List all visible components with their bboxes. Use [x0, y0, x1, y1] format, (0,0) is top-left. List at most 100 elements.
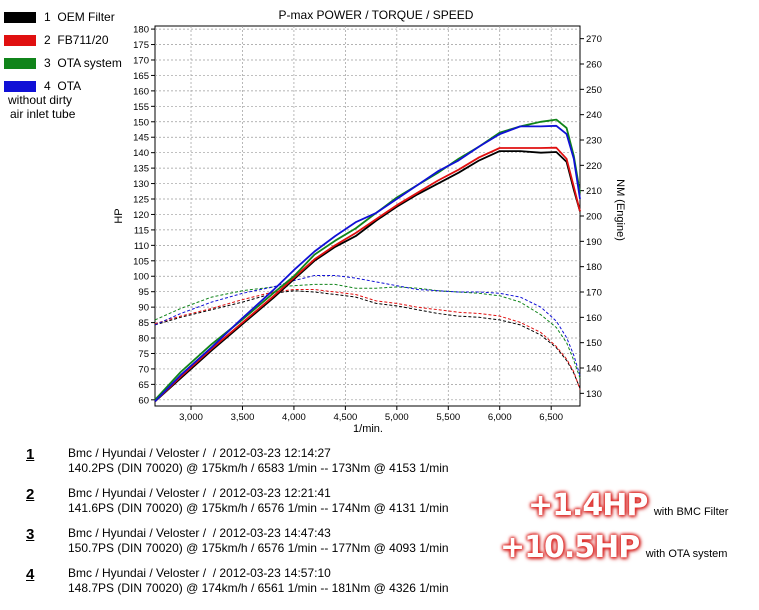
run-info-1: Bmc / Hyundai / Veloster / / 2012-03-23 … — [68, 446, 331, 460]
run-entry-3: 3 Bmc / Hyundai / Veloster / / 2012-03-2… — [26, 526, 546, 566]
y2-tick-label: 250 — [586, 85, 602, 96]
y-tick-label: 135 — [133, 164, 149, 175]
legend-label-4-line2: without dirty — [8, 93, 73, 107]
x-axis-label: 1/min. — [353, 423, 383, 435]
y-axis-label: HP — [113, 208, 125, 223]
run-list: 1 Bmc / Hyundai / Veloster / / 2012-03-2… — [26, 446, 546, 606]
run-number-4: 4 — [26, 566, 35, 583]
torque-line-series-2 — [154, 289, 581, 390]
y2-tick-label: 150 — [586, 338, 602, 349]
y-tick-label: 60 — [138, 395, 149, 406]
y-tick-label: 120 — [133, 210, 149, 221]
y-tick-label: 155 — [133, 102, 149, 113]
y-tick-label: 150 — [133, 117, 149, 128]
y-tick-label: 80 — [138, 334, 149, 345]
run-result-3: 150.7PS (DIN 70020) @ 175km/h / 6576 1/m… — [68, 541, 449, 555]
legend-label-4: OTA — [57, 79, 82, 93]
y2-axis-label: NM (Engine) — [614, 179, 626, 241]
legend-num-3: 3 — [44, 56, 51, 70]
y-tick-label: 105 — [133, 256, 149, 267]
x-tick-label: 5,500 — [436, 412, 460, 423]
y2-tick-label: 140 — [586, 364, 602, 375]
gain-bmc: +1.4HP with BMC Filter — [528, 488, 728, 523]
run-entry-4: 4 Bmc / Hyundai / Veloster / / 2012-03-2… — [26, 566, 546, 606]
y2-tick-label: 130 — [586, 389, 602, 400]
y-tick-label: 110 — [134, 241, 149, 252]
run-info-2: Bmc / Hyundai / Veloster / / 2012-03-23 … — [68, 486, 331, 500]
run-result-2: 141.6PS (DIN 70020) @ 175km/h / 6576 1/m… — [68, 501, 449, 515]
power-line-series-4 — [154, 124, 581, 403]
y2-tick-label: 180 — [586, 262, 602, 273]
legend-item-2: 2 FB711/20 — [4, 33, 144, 47]
gain-ota-value: +10.5HP — [500, 530, 640, 565]
x-tick-label: 4,500 — [333, 412, 357, 423]
y2-tick-label: 160 — [586, 313, 602, 324]
legend-swatch-4 — [4, 81, 36, 92]
legend-swatch-1 — [4, 12, 36, 23]
run-number-1: 1 — [26, 446, 35, 463]
legend-num-4: 4 — [44, 79, 51, 93]
legend-label-4-line3: air inlet tube — [10, 107, 76, 121]
x-tick-label: 5,000 — [385, 412, 409, 423]
y-tick-label: 65 — [138, 380, 149, 391]
run-result-4: 148.7PS (DIN 70020) @ 174km/h / 6561 1/m… — [68, 581, 449, 595]
y2-tick-label: 210 — [586, 186, 602, 197]
gain-ota-label: with OTA system — [645, 548, 728, 560]
run-number-2: 2 — [26, 486, 35, 503]
y-tick-label: 180 — [133, 25, 149, 36]
legend: 1 OEM Filter 2 FB711/20 3 OTA system 4 O… — [4, 10, 144, 121]
run-info-3: Bmc / Hyundai / Veloster / / 2012-03-23 … — [68, 526, 331, 540]
legend-label-3: OTA system — [57, 56, 122, 70]
x-tick-label: 3,500 — [231, 412, 255, 423]
x-tick-label: 6,000 — [488, 412, 512, 423]
gain-ota: +10.5HP with OTA system — [500, 530, 727, 565]
y-tick-label: 140 — [133, 148, 149, 159]
x-tick-label: 4,000 — [282, 412, 306, 423]
legend-item-3: 3 OTA system — [4, 56, 144, 70]
y-tick-label: 75 — [138, 349, 149, 360]
legend-num-1: 1 — [44, 10, 51, 24]
legend-num-2: 2 — [44, 33, 51, 47]
legend-swatch-2 — [4, 35, 36, 46]
y-tick-label: 95 — [138, 287, 149, 298]
run-entry-1: 1 Bmc / Hyundai / Veloster / / 2012-03-2… — [26, 446, 546, 486]
y-tick-label: 145 — [133, 133, 149, 144]
x-tick-label: 6,500 — [539, 412, 563, 423]
y2-tick-label: 170 — [586, 288, 602, 299]
y2-tick-label: 270 — [586, 34, 602, 45]
y2-tick-label: 230 — [586, 136, 602, 147]
y2-tick-label: 260 — [586, 60, 602, 71]
y-tick-label: 100 — [133, 272, 149, 283]
torque-line-series-4 — [154, 275, 581, 376]
y2-tick-label: 200 — [586, 212, 602, 223]
y-tick-label: 175 — [133, 40, 149, 51]
series-lines — [154, 118, 581, 403]
y-tick-label: 85 — [138, 318, 149, 329]
run-info-4: Bmc / Hyundai / Veloster / / 2012-03-23 … — [68, 566, 331, 580]
y2-tick-label: 240 — [586, 110, 602, 121]
legend-label-1: OEM Filter — [57, 10, 115, 24]
legend-swatch-3 — [4, 58, 36, 69]
y2-tick-label: 220 — [586, 161, 602, 172]
chart-title: P-max POWER / TORQUE / SPEED — [279, 8, 474, 22]
y-tick-label: 130 — [133, 179, 149, 190]
gain-bmc-value: +1.4HP — [528, 488, 648, 523]
legend-item-1: 1 OEM Filter — [4, 10, 144, 24]
torque-line-series-1 — [154, 290, 581, 389]
y-tick-label: 125 — [133, 195, 149, 206]
y-tick-label: 170 — [133, 55, 149, 66]
legend-item-4: 4 OTA — [4, 79, 144, 93]
y-tick-label: 90 — [138, 303, 149, 314]
legend-label-2: FB711/20 — [57, 33, 109, 47]
y-tick-label: 160 — [133, 86, 149, 97]
y-tick-label: 70 — [138, 364, 149, 375]
run-entry-2: 2 Bmc / Hyundai / Veloster / / 2012-03-2… — [26, 486, 546, 526]
y-tick-label: 165 — [133, 71, 149, 82]
y2-tick-label: 190 — [586, 237, 602, 248]
axes: 60 65 70 75 80 85 90 95 100 105 110 115 120 125 130 135… — [133, 25, 602, 423]
x-tick-label: 3,000 — [179, 412, 203, 423]
gain-bmc-label: with BMC Filter — [653, 506, 729, 518]
y-tick-label: 115 — [134, 225, 149, 236]
power-line-series-1 — [154, 150, 581, 403]
run-number-3: 3 — [26, 526, 35, 543]
